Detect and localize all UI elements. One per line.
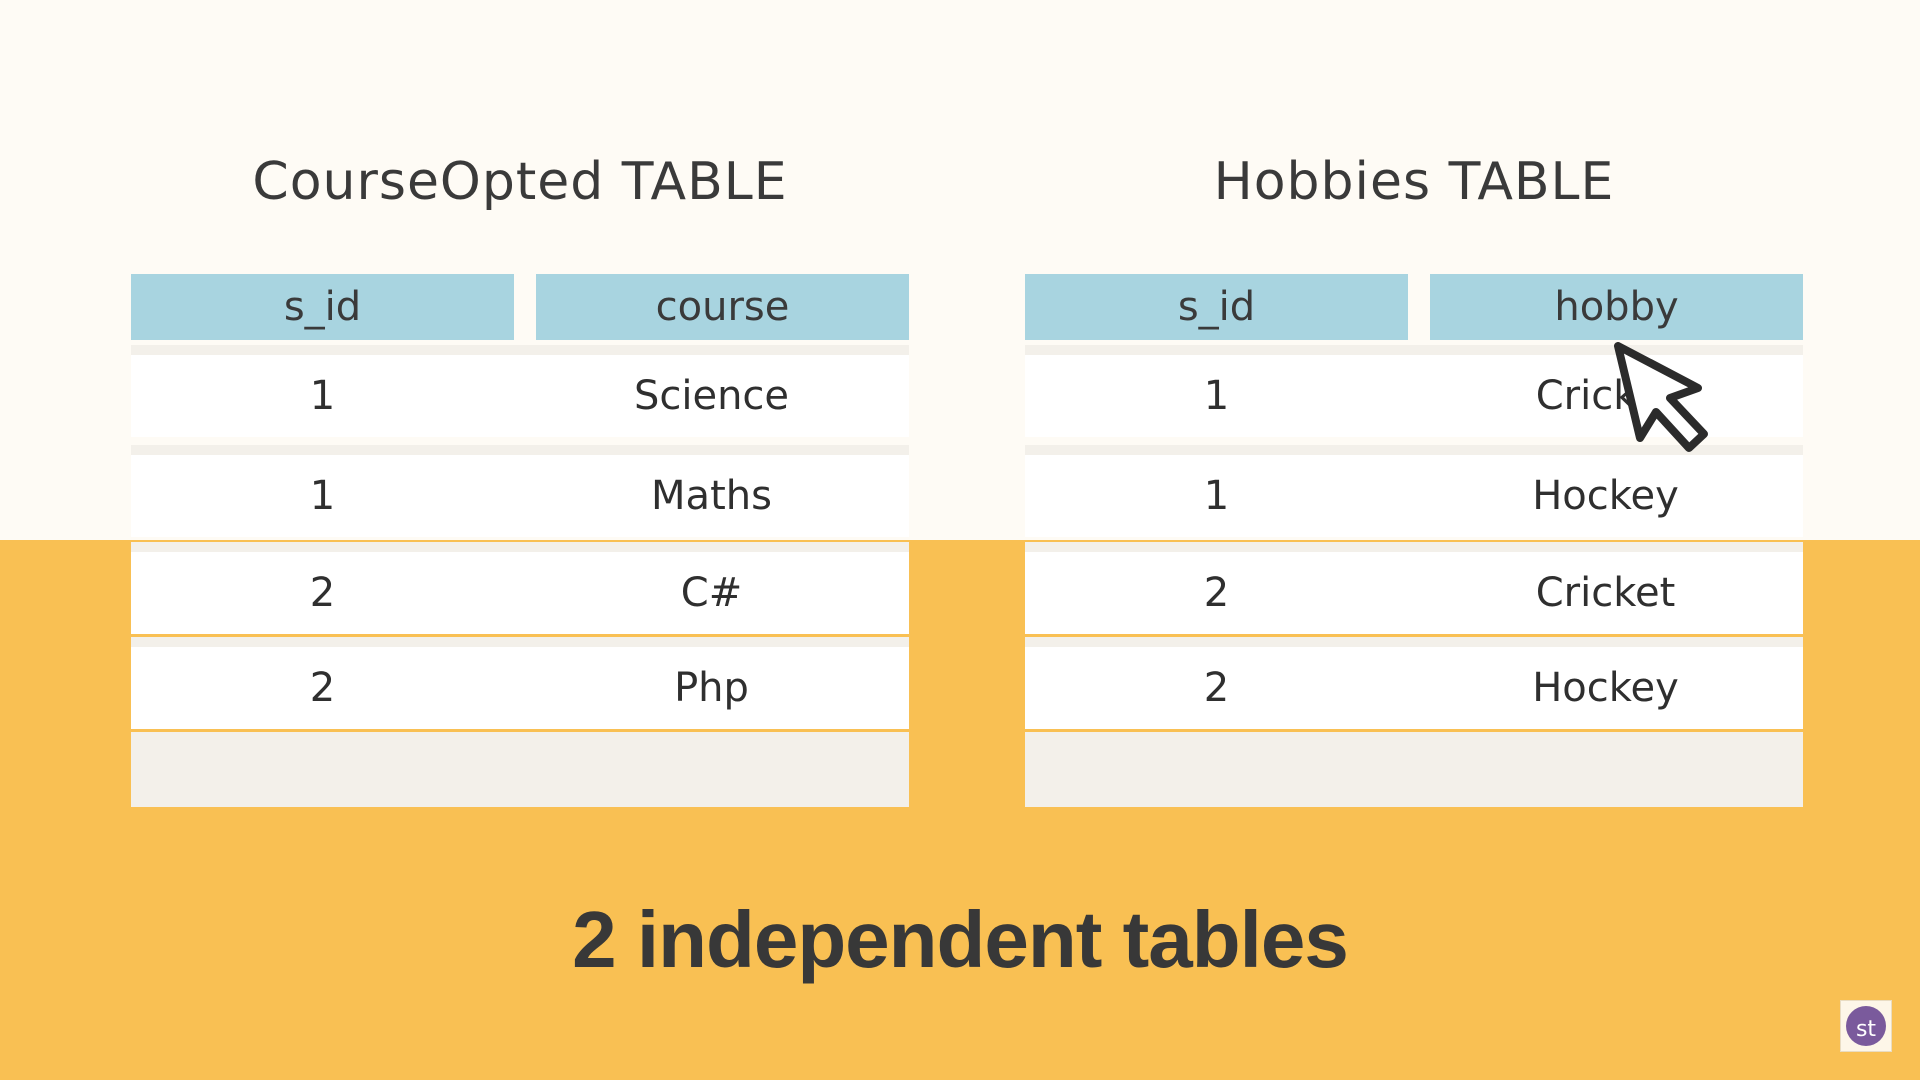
table-row: 1 Maths [131, 455, 909, 537]
column-header-course: course [536, 274, 909, 340]
column-header-s-id: s_id [1025, 274, 1408, 340]
table-footer [1025, 732, 1803, 807]
hobbies-table-title: Hobbies TABLE [1213, 152, 1615, 212]
table-row: 1 Science [131, 355, 909, 437]
table-row: 2 C# [131, 552, 909, 634]
cell-course: Maths [651, 473, 772, 519]
course-opted-table-title: CourseOpted TABLE [252, 152, 788, 212]
logo-badge: st [1846, 1006, 1886, 1046]
column-header-s-id: s_id [131, 274, 514, 340]
cell-course: Php [674, 665, 749, 711]
mouse-pointer-icon [1614, 342, 1708, 452]
cell-s-id: 1 [309, 373, 336, 419]
column-header-hobby: hobby [1430, 274, 1803, 340]
background-top [0, 0, 1920, 540]
caption: 2 independent tables [572, 895, 1349, 984]
cell-course: C# [680, 570, 743, 616]
cell-s-id: 1 [309, 473, 336, 519]
cell-hobby: Cricket [1535, 373, 1676, 419]
table-footer [131, 732, 909, 807]
table-row: 1 Hockey [1025, 455, 1803, 537]
cell-s-id: 2 [309, 665, 336, 711]
cell-hobby: Hockey [1532, 473, 1679, 519]
cell-hobby: Cricket [1535, 570, 1676, 616]
cell-s-id: 2 [1203, 570, 1230, 616]
cell-hobby: Hockey [1532, 665, 1679, 711]
hobbies-table: s_id hobby 1 Cricket 1 Hockey 2 Cricket … [1025, 272, 1803, 807]
table-row: 2 Cricket [1025, 552, 1803, 634]
table-row: 2 Hockey [1025, 647, 1803, 729]
cell-s-id: 2 [1203, 665, 1230, 711]
cell-s-id: 2 [309, 570, 336, 616]
table-row: 2 Php [131, 647, 909, 729]
cell-s-id: 1 [1203, 473, 1230, 519]
studytonight-logo-icon: st [1840, 1000, 1892, 1052]
course-opted-table: s_id course 1 Science 1 Maths 2 C# 2 Php [131, 272, 909, 807]
cell-s-id: 1 [1203, 373, 1230, 419]
cell-course: Science [633, 373, 790, 419]
